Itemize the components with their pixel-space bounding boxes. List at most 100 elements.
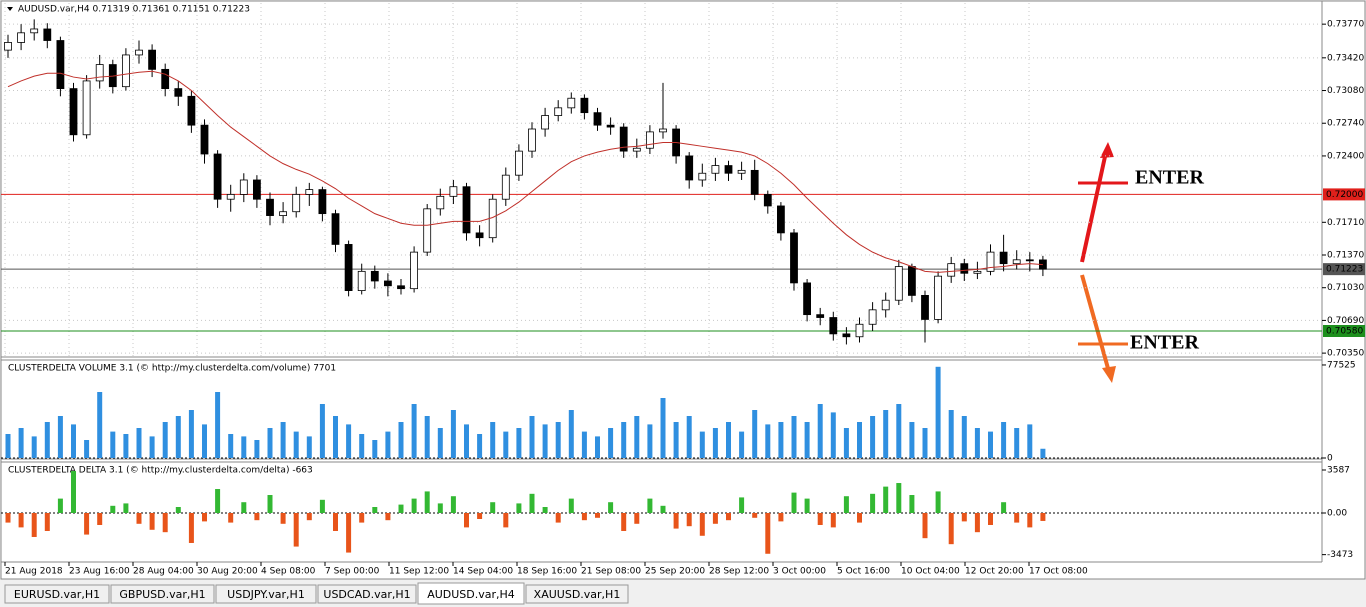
volume-title: CLUSTERDELTA VOLUME 3.1 (© http://my.clu… [8,364,336,374]
bar [647,424,653,458]
candle-body [226,194,235,200]
candle-body [1012,259,1021,265]
bar [817,512,823,525]
bar [830,512,836,528]
tab[interactable]: USDJPY.var,H1 [227,588,305,601]
x-tick-label: 4 Sep 08:00 [261,567,316,577]
candle-body [999,251,1008,265]
bar [948,512,954,545]
bar [228,512,234,523]
bar [437,503,443,513]
bar [948,410,954,458]
bar [712,428,718,458]
bar [162,512,168,533]
bar [424,491,430,513]
bar [398,504,404,513]
bar [136,512,142,524]
tab-bg [4,584,110,604]
candle-body [69,88,78,136]
candle-body [803,282,811,316]
bar [712,512,718,524]
bar [228,434,234,458]
candle-body [462,186,471,234]
bar [490,422,496,458]
bar [215,489,221,513]
bar [909,495,915,513]
bar [686,416,692,458]
tab[interactable]: USDCAD.var,H1 [323,588,410,601]
bar [870,493,876,513]
candle-body [606,124,615,128]
tab[interactable]: GBPUSD.var,H1 [119,588,205,601]
y-tick-label: 77525 [1327,360,1356,370]
bar [110,431,116,458]
bar [621,512,627,531]
candle-body [541,115,549,130]
bar [18,428,24,458]
bar [935,366,941,458]
candle-body [122,54,130,88]
bar [44,422,50,458]
candle-body [56,40,65,90]
candle-body [593,112,602,126]
bar [752,512,758,518]
bar [398,422,404,458]
x-tick-label: 30 Aug 20:00 [197,567,258,577]
annotation: ENTER [1135,167,1204,189]
bar [71,424,76,458]
bar [778,512,784,522]
bar [673,512,679,529]
bar [57,416,63,458]
bar [411,498,417,513]
bar [857,512,862,523]
bar [555,422,561,458]
tab[interactable]: AUDUSD.var,H4 [427,588,515,601]
bar [202,424,207,458]
candle-body [174,88,183,97]
candle-body [17,32,26,43]
candle-body [449,186,458,197]
candle-body [554,107,563,116]
bar [136,428,142,458]
candle-body [528,128,536,152]
bar [1040,512,1046,521]
candle-body [148,49,157,70]
bar [84,512,90,535]
bar [1014,428,1020,458]
bar [293,512,299,547]
x-tick-label: 23 Aug 16:00 [69,567,130,577]
menu-arrow[interactable] [7,7,13,11]
moving-average [7,70,1043,273]
candle-body [580,97,589,114]
x-tick-label: 5 Oct 16:00 [837,567,890,577]
x-tick-label: 25 Sep 20:00 [645,567,705,577]
candle-body [515,150,523,176]
candle-body [947,263,956,277]
candle-body [842,333,851,338]
bar [647,498,653,513]
tab[interactable]: XAUUSD.var,H1 [534,588,621,601]
candle-body [397,285,405,290]
candle-body [777,205,785,234]
bar [202,512,207,522]
bar [935,491,941,513]
tab-bg [525,584,629,604]
bar [97,392,103,458]
x-tick-label: 10 Oct 04:00 [901,567,960,577]
bar [726,422,731,458]
bar [739,431,745,458]
bar [97,512,103,525]
bar [280,512,286,524]
bar [595,512,600,518]
candle-body [475,232,484,239]
candle-body [724,165,733,174]
candle-body [632,147,641,152]
bar [804,422,810,458]
y-tick-label: 0.73420 [1327,53,1364,63]
bar [503,512,509,528]
bar [293,431,299,458]
bar [84,440,90,458]
tab[interactable]: EURUSD.var,H1 [14,588,100,601]
bar [254,440,260,458]
